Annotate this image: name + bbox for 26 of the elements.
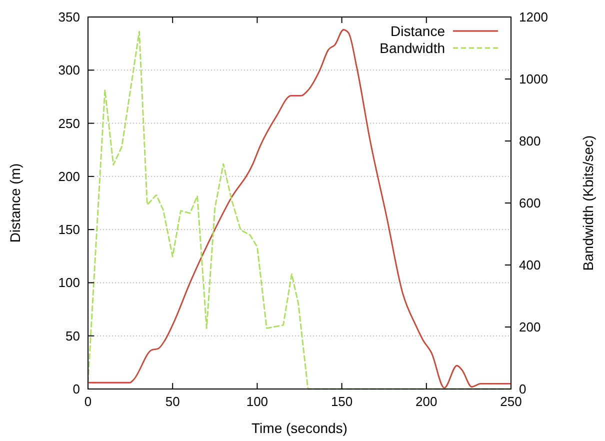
y-tick-label: 100 (58, 275, 80, 290)
x-axis-title: Time (seconds) (252, 420, 348, 436)
legend-label: Distance (390, 23, 446, 39)
x-tick-label: 50 (165, 394, 180, 409)
y-tick-label: 250 (58, 116, 80, 131)
y-tick-label: 50 (66, 328, 80, 344)
y-tick-label: 350 (58, 10, 80, 24)
x-tick-label: 250 (500, 394, 522, 409)
y2-tick-label: 1000 (519, 72, 548, 86)
y2-tick-label: 1200 (519, 10, 548, 24)
y-tick-label: 200 (58, 168, 80, 184)
x-tick-label: 100 (246, 394, 268, 409)
x-tick-label: 150 (330, 394, 353, 409)
y-tick-label: 300 (58, 62, 80, 78)
y2-tick-label: 800 (519, 134, 541, 148)
x-tick-label: 200 (416, 394, 438, 409)
y-axis-title: Distance (m) (7, 163, 23, 243)
y2-tick-label: 400 (519, 258, 541, 272)
y-tick-label: 0 (72, 382, 80, 396)
y2-axis-title: Bandwidth (Kbits/sec) (580, 135, 596, 271)
y-tick-label: 150 (58, 222, 80, 238)
y2-tick-label: 0 (519, 382, 526, 396)
legend-label: Bandwidth (380, 40, 445, 56)
y2-tick-label: 600 (519, 196, 541, 210)
x-tick-label: 0 (84, 394, 92, 409)
y2-tick-label: 200 (519, 320, 541, 334)
